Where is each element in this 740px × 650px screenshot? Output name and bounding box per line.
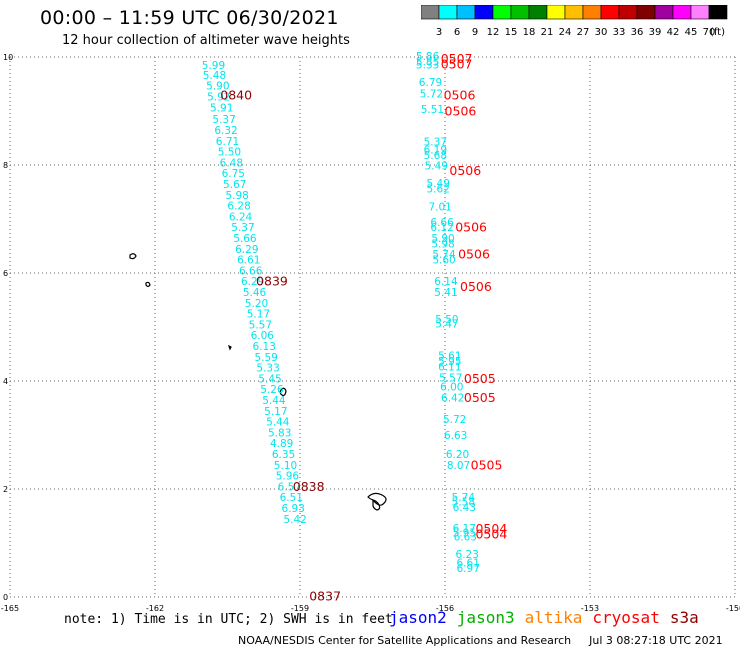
wave-height-label: 5.60: [432, 255, 455, 267]
y-tick-label: 0: [3, 593, 8, 602]
wave-height-label: 6.42: [441, 392, 464, 404]
wave-height-label: 5.49: [425, 161, 448, 173]
satellite-cryosat: cryosat: [592, 608, 659, 627]
wave-height-label: 5.41: [434, 287, 457, 299]
series-wave: 5.995.485.905.925.915.376.326.715.506.48…: [202, 51, 480, 575]
x-tick-label: -165: [1, 604, 19, 613]
altimeter-wave-chart: 00:00 – 11:59 UTC 06/30/2021 12 hour col…: [0, 0, 740, 650]
time-label: 0505: [464, 371, 496, 386]
wave-height-label: 5.72: [420, 88, 443, 100]
wave-height-label: 6.63: [444, 430, 467, 442]
satellite-jason2: jason2: [389, 608, 447, 627]
time-label: 0506: [444, 87, 476, 102]
wave-height-label: 5.91: [210, 102, 233, 114]
time-label: 0507: [441, 57, 473, 72]
y-tick-label: 8: [3, 161, 8, 170]
x-tick-label: -150: [726, 604, 740, 613]
y-tick-label: 2: [3, 485, 8, 494]
wave-height-label: 5.47: [435, 318, 458, 330]
time-label: 0506: [449, 163, 481, 178]
island-outline: [130, 254, 136, 259]
wave-height-label: 6.97: [457, 563, 480, 575]
wave-height-label: 8.07: [447, 460, 470, 472]
time-label: 0504: [475, 526, 507, 541]
satellite-jason3: jason3: [457, 608, 515, 627]
time-label: 0837: [309, 589, 341, 604]
time-label: 0506: [460, 279, 492, 294]
y-tick-label: 4: [3, 377, 8, 386]
wave-height-label: 6.79: [419, 77, 442, 89]
wave-height-label: 5.33: [416, 60, 439, 72]
island-outline: [146, 282, 150, 286]
wave-height-label: 5.62: [427, 183, 450, 195]
grid: [10, 57, 735, 597]
wave-height-label: 6.63: [454, 532, 477, 544]
axis-ticks: 0246810-165-162-159-156-153-150: [1, 53, 740, 613]
time-label: 0506: [455, 220, 487, 235]
y-tick-label: 10: [3, 53, 13, 62]
credit-line: NOAA/NESDIS Center for Satellite Applica…: [238, 634, 723, 647]
footer-note: note: 1) Time is in UTC; 2) SWH is in fe…: [64, 612, 393, 627]
time-label: 0505: [471, 457, 503, 472]
wave-height-label: 5.72: [443, 414, 466, 426]
y-tick-label: 6: [3, 269, 8, 278]
wave-height-label: 5.51: [421, 104, 444, 116]
time-label: 0840: [220, 87, 252, 102]
island-outline: [368, 493, 386, 505]
wave-height-label: 5.42: [283, 514, 306, 526]
satellite-legend: jason2 jason3 altika cryosat s3a: [389, 608, 709, 627]
island-outline: [229, 346, 231, 349]
time-label: 0839: [256, 274, 288, 289]
time-label: 0505: [464, 390, 496, 405]
time-label: 0838: [293, 479, 325, 494]
credit-text: NOAA/NESDIS Center for Satellite Applica…: [238, 634, 571, 647]
generated-timestamp: Jul 3 08:27:18 UTC 2021: [589, 634, 722, 647]
wave-height-label: 7.01: [428, 202, 451, 214]
time-label: 0506: [445, 104, 477, 119]
wave-height-label: 6.43: [453, 502, 476, 514]
wave-height-plot: 0246810-165-162-159-156-153-1505.995.485…: [0, 0, 740, 650]
satellite-altika: altika: [525, 608, 583, 627]
satellite-s3a: s3a: [670, 608, 699, 627]
time-label: 0506: [458, 247, 490, 262]
